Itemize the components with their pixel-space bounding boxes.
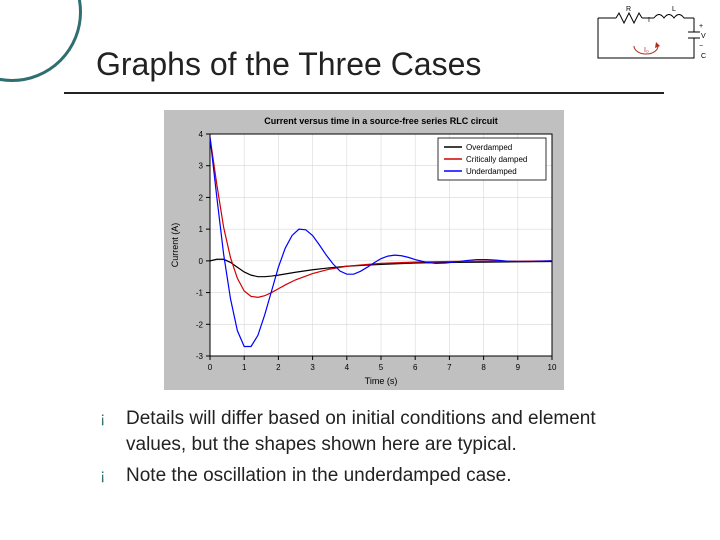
- circuit-label-I0: I₀: [644, 47, 649, 54]
- circuit-diagram-thumbnail: R L I + − V I₀ C: [588, 2, 708, 70]
- svg-text:8: 8: [481, 363, 486, 372]
- svg-text:-1: -1: [196, 289, 204, 298]
- slide-title-wrap: Graphs of the Three Cases: [96, 46, 481, 83]
- corner-arc-decoration: [0, 0, 82, 82]
- svg-text:4: 4: [199, 130, 204, 139]
- bullet-item: ¡ Details will differ based on initial c…: [100, 406, 660, 457]
- svg-text:6: 6: [413, 363, 418, 372]
- circuit-label-R: R: [626, 6, 631, 13]
- rlc-chart: 0 1 2 3 4 5 6 7 8 9 10 -3 -2 -1 0 1 2 3 4 Current versus ti…: [164, 110, 564, 390]
- svg-text:9: 9: [516, 363, 521, 372]
- svg-text:3: 3: [310, 363, 315, 372]
- svg-text:Underdamped: Underdamped: [466, 167, 517, 176]
- svg-text:Critically damped: Critically damped: [466, 155, 527, 164]
- bullet-marker-icon: ¡: [100, 463, 126, 489]
- circuit-label-L: L: [672, 6, 676, 13]
- svg-text:Overdamped: Overdamped: [466, 143, 512, 152]
- chart-container: 0 1 2 3 4 5 6 7 8 9 10 -3 -2 -1 0 1 2 3 4 Current versus ti…: [164, 110, 564, 390]
- svg-text:1: 1: [199, 225, 204, 234]
- svg-text:4: 4: [345, 363, 350, 372]
- svg-text:Current versus time in a sourc: Current versus time in a source-free ser…: [264, 116, 498, 126]
- circuit-label-plus: +: [699, 23, 703, 30]
- svg-text:2: 2: [276, 363, 281, 372]
- svg-text:0: 0: [208, 363, 213, 372]
- circuit-label-minus: −: [699, 43, 703, 50]
- bullet-item: ¡ Note the oscillation in the underdampe…: [100, 463, 660, 489]
- svg-text:3: 3: [199, 162, 204, 171]
- svg-text:Time (s): Time (s): [365, 376, 398, 386]
- svg-text:2: 2: [199, 193, 204, 202]
- bullet-marker-icon: ¡: [100, 406, 126, 457]
- svg-text:-3: -3: [196, 352, 204, 361]
- title-underline: [64, 92, 664, 94]
- circuit-label-C: C: [701, 53, 706, 60]
- circuit-label-I: I: [648, 17, 650, 24]
- svg-text:7: 7: [447, 363, 452, 372]
- bullet-text: Note the oscillation in the underdamped …: [126, 463, 660, 489]
- slide-title: Graphs of the Three Cases: [96, 46, 481, 83]
- bullet-text: Details will differ based on initial con…: [126, 406, 660, 457]
- svg-text:5: 5: [379, 363, 384, 372]
- svg-text:0: 0: [199, 257, 204, 266]
- svg-text:1: 1: [242, 363, 247, 372]
- svg-text:Current (A): Current (A): [170, 223, 180, 268]
- circuit-label-V: V: [701, 33, 706, 40]
- bullet-list: ¡ Details will differ based on initial c…: [100, 406, 660, 495]
- svg-text:10: 10: [548, 363, 557, 372]
- svg-text:-2: -2: [196, 320, 204, 329]
- slide: R L I + − V I₀ C Graphs of the Three Cas…: [0, 0, 720, 540]
